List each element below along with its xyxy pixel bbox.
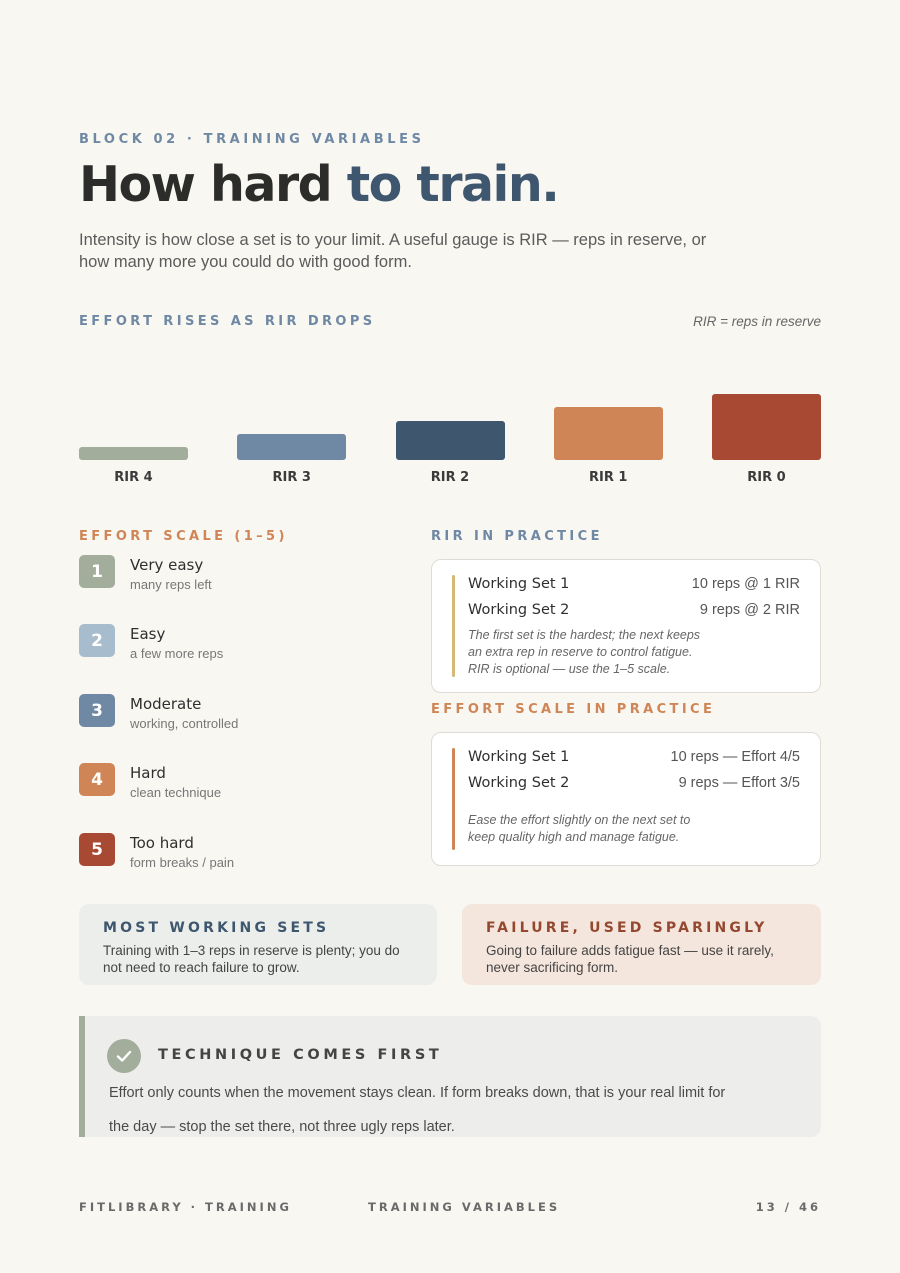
scale-name: Moderate [130,695,202,713]
scale-item: 3 Moderate working, controlled [79,694,379,734]
scale-description: working, controlled [130,716,239,731]
scale-description: many reps left [130,577,212,592]
check-icon [107,1039,141,1073]
effort-bar [79,447,188,460]
effort-bar-label: RIR 0 [747,470,786,485]
check-icon-glyph [116,1050,132,1062]
footer-page-number: 13 / 46 [755,1200,821,1214]
scale-description: clean technique [130,785,222,800]
effort-bar [553,407,663,460]
set-value: 9 reps — Effort 3/5 [678,775,800,791]
title-part-1: How hard [79,156,347,213]
technique-body: Effort only counts when the movement sta… [109,1085,726,1135]
effort-bar [395,420,505,460]
scale-badge: 3 [79,694,115,727]
callout-title: FAILURE, USED SPARINGLY [486,920,768,936]
footer-section: TRAINING VARIABLES [368,1200,561,1214]
set-name: Working Set 2 [468,775,570,791]
set-value: 10 reps @ 1 RIR [691,576,800,592]
scale-name: Very easy [130,556,204,574]
effort-bar-label: RIR 3 [272,470,311,485]
scale-name: Easy [130,625,166,643]
working-sets-callout: MOST WORKING SETS Training with 1–3 reps… [79,904,437,985]
technique-panel: TECHNIQUE COMES FIRST Effort only counts… [79,1016,821,1137]
scale-badge: 5 [79,833,115,866]
scale-description: a few more reps [130,646,224,661]
set-name: Working Set 1 [468,576,570,592]
effort-bar-label: RIR 4 [114,470,153,485]
effort-bar [712,394,821,460]
scale-item: 5 Too hard form breaks / pain [79,833,379,873]
callout-body: Going to failure adds fatigue fast — use… [486,943,774,975]
set-name: Working Set 1 [468,749,570,765]
practice-note: Ease the effort slightly on the next set… [468,813,691,844]
scale-item: 1 Very easy many reps left [79,555,379,595]
block-kicker: BLOCK 02 · TRAINING VARIABLES [79,132,425,147]
callout-body: Training with 1–3 reps in reserve is ple… [103,943,400,975]
effort-bar [237,433,347,460]
set-name: Working Set 2 [468,602,570,618]
scale-name: Hard [130,764,166,782]
practice-note: The first set is the hardest; the next k… [468,628,701,676]
card-accent-rule [452,575,455,677]
rir-practice-card: Working Set 1 10 reps @ 1 RIR Working Se… [431,559,821,693]
scale-practice-card: Working Set 1 10 reps — Effort 4/5 Worki… [431,732,821,866]
scale-badge: 1 [79,555,115,588]
scale-badge: 2 [79,624,115,657]
scale-practice-label: EFFORT SCALE IN PRACTICE [431,702,716,717]
callout-title: MOST WORKING SETS [103,920,330,936]
set-value: 10 reps — Effort 4/5 [670,749,801,765]
technique-title: TECHNIQUE COMES FIRST [158,1047,443,1063]
scale-item: 4 Hard clean technique [79,763,379,803]
rir-practice-label: RIR IN PRACTICE [431,529,603,544]
intro-paragraph: Intensity is how close a set is to your … [79,231,707,271]
scale-item: 2 Easy a few more reps [79,624,379,664]
scale-badge: 4 [79,763,115,796]
footer-brand: FITLIBRARY · TRAINING [79,1200,292,1214]
effort-bar-chart: RIR 4 RIR 3 RIR 2 RIR 1 RIR 0 [79,350,821,490]
practice-row: Working Set 2 9 reps @ 2 RIR [468,602,800,622]
set-value: 9 reps @ 2 RIR [699,602,800,618]
scale-name: Too hard [130,834,194,852]
effort-chart-label: EFFORT RISES AS RIR DROPS [79,314,376,329]
practice-row: Working Set 2 9 reps — Effort 3/5 [468,775,800,795]
page-title: How hard to train. [79,156,560,213]
practice-row: Working Set 1 10 reps @ 1 RIR [468,576,800,596]
effort-scale-label: EFFORT SCALE (1–5) [79,529,288,544]
effort-bar-label: RIR 2 [430,470,470,485]
title-part-2: to train. [346,156,560,213]
scale-description: form breaks / pain [130,855,235,870]
card-accent-rule [452,748,455,850]
rir-definition-note: RIR = reps in reserve [693,314,821,329]
practice-row: Working Set 1 10 reps — Effort 4/5 [468,749,800,769]
failure-callout: FAILURE, USED SPARINGLY Going to failure… [462,904,821,985]
effort-bar-label: RIR 1 [589,470,628,485]
